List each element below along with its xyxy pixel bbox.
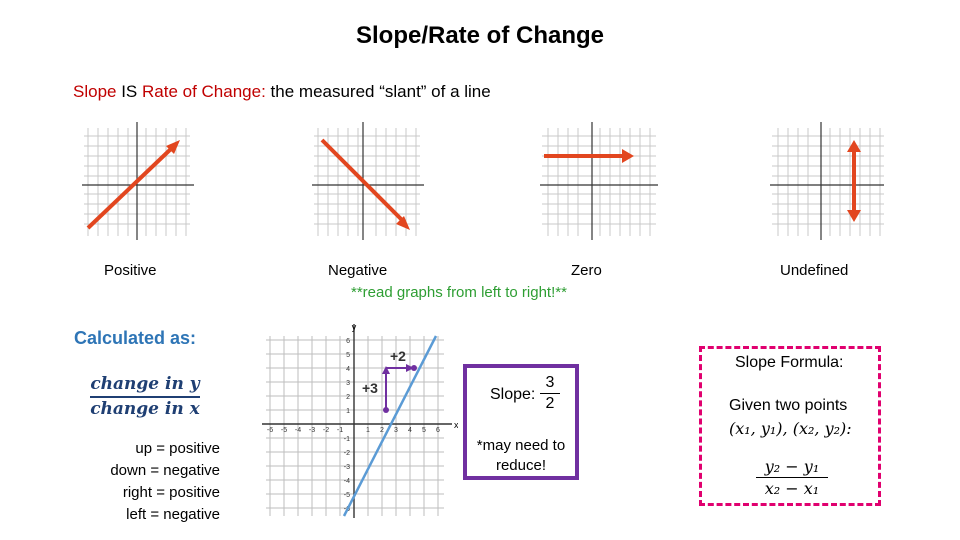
negative-slope-graph (312, 122, 424, 240)
calculated-as-heading: Calculated as: (74, 328, 197, 348)
svg-text:-2: -2 (344, 450, 350, 457)
formula-heading: Slope Formula: (735, 354, 844, 371)
rise-label: +3 (362, 380, 378, 396)
undefined-slope-graph (770, 122, 884, 240)
svg-text:1: 1 (366, 427, 370, 434)
rate-term: Rate of Change (142, 82, 262, 101)
arrow-head-icon (396, 216, 410, 230)
svg-text:-4: -4 (344, 478, 350, 485)
svg-text:-4: -4 (295, 427, 301, 434)
x-tick-labels: -6 -5 -4 -3 -2 -1 1 2 3 4 5 6 (267, 427, 440, 434)
fraction-numerator: change in y (90, 374, 200, 394)
negative-slope-line (320, 138, 406, 224)
svg-text:6: 6 (346, 338, 350, 345)
svg-text:-6: -6 (267, 427, 273, 434)
example-line (342, 335, 438, 517)
reduce-note-line2: reduce! (495, 457, 547, 474)
svg-text:5: 5 (346, 352, 350, 359)
svg-text:-3: -3 (344, 464, 350, 471)
arrow-head-icon (847, 140, 861, 152)
run-label: +2 (390, 348, 406, 364)
reduce-note-line1: *may need to (476, 437, 566, 454)
formula-fraction: y₂ − y₁ x₂ − x₁ (756, 457, 828, 498)
arrow-head-icon (847, 210, 861, 222)
fraction-bar (90, 396, 200, 398)
svg-text:5: 5 (422, 427, 426, 434)
x-axis-label: x (454, 420, 458, 430)
slope-result-box (463, 364, 579, 480)
formula-denominator: x₂ − x₁ (764, 479, 820, 498)
undefined-label: Undefined (780, 262, 849, 279)
svg-text:-5: -5 (344, 492, 350, 499)
svg-text:4: 4 (408, 427, 412, 434)
svg-text:-2: -2 (323, 427, 329, 434)
svg-text:6: 6 (436, 427, 440, 434)
svg-text:2: 2 (346, 394, 350, 401)
definition-text: the measured “slant” of a line (265, 82, 491, 101)
svg-text:-1: -1 (344, 436, 350, 443)
is-term: IS (116, 82, 142, 101)
rule-down: down = negative (110, 462, 220, 479)
direction-rules: up = positive down = negative right = po… (60, 438, 220, 526)
page-title: Slope/Rate of Change (355, 22, 605, 49)
formula-numerator: y₂ − y₁ (764, 457, 820, 476)
positive-slope-line (86, 144, 176, 230)
negative-label: Negative (328, 262, 388, 279)
y-axis-label: y (352, 322, 357, 332)
fraction-denominator: change in x (90, 399, 200, 419)
rule-up: up = positive (135, 440, 220, 457)
svg-text:-3: -3 (309, 427, 315, 434)
rule-right: right = positive (122, 484, 220, 501)
example-slope-graph: x y -6 -5 -4 -3 -2 -1 1 2 3 4 5 6 6 5 4 … (262, 322, 458, 518)
svg-text:-5: -5 (281, 427, 287, 434)
svg-text:-1: -1 (337, 427, 343, 434)
points-notation: (x₁, y₁), (x₂, y₂): (729, 419, 852, 438)
point-b (411, 365, 417, 371)
y-tick-labels: 6 5 4 3 2 1 -1 -2 -3 -4 -5 -6 (344, 338, 350, 513)
slope-formula-box (699, 346, 881, 506)
slope-term: Slope (73, 82, 117, 101)
slope-fraction-bar (540, 393, 560, 394)
arrow-head-icon (382, 366, 390, 374)
grid (266, 336, 444, 516)
zero-label: Zero (571, 262, 602, 279)
rule-left: left = negative (126, 506, 220, 523)
svg-text:4: 4 (346, 366, 350, 373)
arrow-head-icon (406, 364, 414, 372)
reduce-note: *may need to reduce! (466, 436, 576, 476)
colon: : (261, 82, 266, 101)
given-points-text: Given two points (729, 397, 848, 414)
svg-text:2: 2 (380, 427, 384, 434)
slope-numerator: 3 (545, 374, 555, 391)
slope-label: Slope: (490, 386, 536, 403)
change-fraction: change in y change in x (90, 374, 200, 419)
positive-slope-graph (82, 122, 194, 240)
svg-text:1: 1 (346, 408, 350, 415)
arrow-head-icon (622, 149, 634, 163)
formula-fraction-bar (756, 477, 828, 478)
slope-denominator: 2 (545, 395, 555, 412)
point-a (383, 407, 389, 413)
zero-slope-graph (540, 122, 658, 240)
svg-text:3: 3 (346, 380, 350, 387)
slope-fraction: 3 2 (540, 374, 560, 413)
positive-label: Positive (104, 262, 157, 279)
arrow-head-icon (166, 140, 180, 154)
read-left-to-right-note: **read graphs from left to right!** (351, 284, 567, 301)
svg-text:3: 3 (394, 427, 398, 434)
definition-line: Slope IS Rate of Change: the measured “s… (73, 82, 491, 102)
